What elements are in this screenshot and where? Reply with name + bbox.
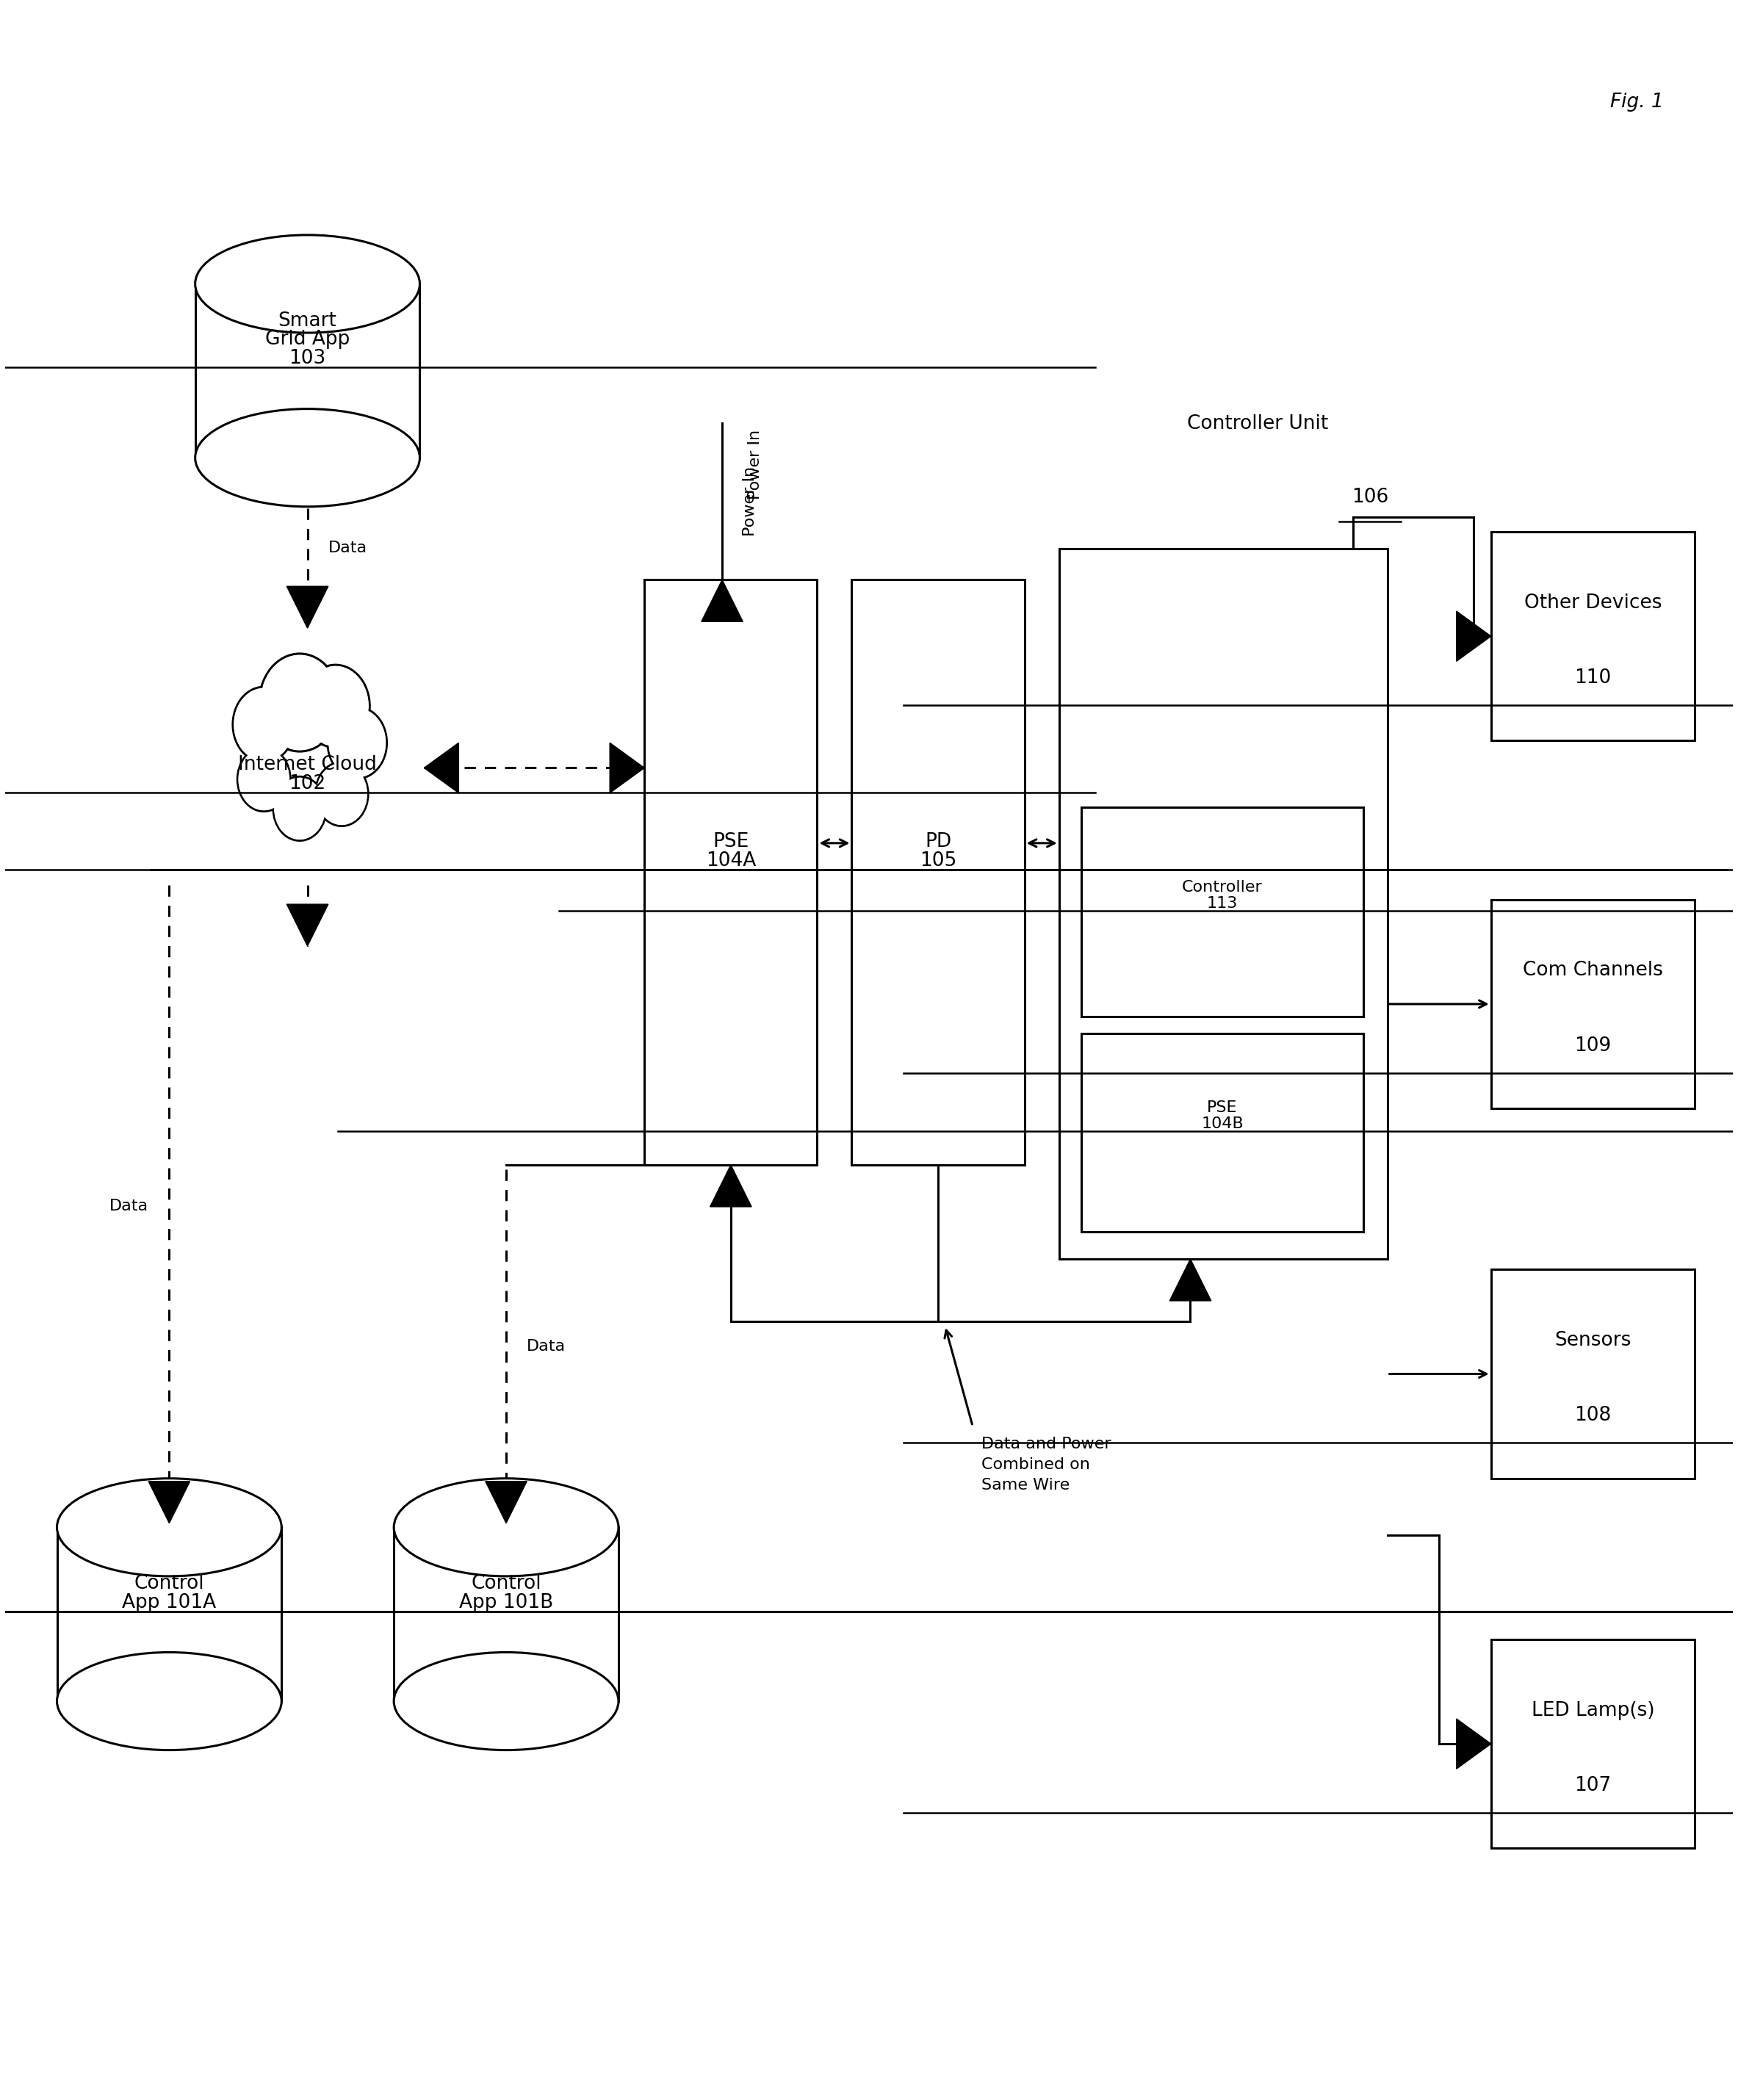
Text: Smart: Smart xyxy=(278,311,337,330)
Bar xyxy=(645,580,817,1166)
Polygon shape xyxy=(610,743,645,794)
Text: 104B: 104B xyxy=(1201,1117,1244,1132)
Text: Power In: Power In xyxy=(742,466,758,536)
Text: Power In: Power In xyxy=(747,430,763,500)
Text: Other Devices: Other Devices xyxy=(1524,592,1662,613)
Polygon shape xyxy=(287,905,328,945)
Ellipse shape xyxy=(395,1653,619,1749)
Circle shape xyxy=(315,762,368,825)
Text: App 101B: App 101B xyxy=(459,1594,553,1613)
Text: Control: Control xyxy=(471,1575,541,1594)
Text: Control: Control xyxy=(134,1575,205,1594)
Text: Controller: Controller xyxy=(1182,880,1262,895)
Circle shape xyxy=(273,777,327,840)
Polygon shape xyxy=(424,743,459,794)
Circle shape xyxy=(238,748,290,811)
Bar xyxy=(1491,1640,1695,1848)
Text: PSE: PSE xyxy=(713,832,749,853)
Text: 106: 106 xyxy=(1352,487,1389,506)
Text: Data: Data xyxy=(527,1340,567,1355)
Circle shape xyxy=(275,777,325,840)
Ellipse shape xyxy=(57,1478,282,1577)
Text: PSE: PSE xyxy=(1208,1100,1237,1115)
Circle shape xyxy=(328,708,388,779)
Text: 113: 113 xyxy=(1206,897,1237,911)
Bar xyxy=(1081,1033,1363,1233)
Text: Data: Data xyxy=(109,1199,148,1214)
Text: 110: 110 xyxy=(1575,668,1611,687)
Polygon shape xyxy=(1170,1260,1211,1300)
Text: 102: 102 xyxy=(289,775,327,794)
Text: PD: PD xyxy=(925,832,951,853)
Polygon shape xyxy=(711,1166,751,1208)
Circle shape xyxy=(233,687,295,762)
Text: 109: 109 xyxy=(1575,1035,1611,1056)
Bar xyxy=(1491,899,1695,1109)
Bar xyxy=(1491,1268,1695,1478)
Ellipse shape xyxy=(57,1653,282,1749)
Bar xyxy=(852,580,1024,1166)
Circle shape xyxy=(302,666,368,746)
Text: LED Lamp(s): LED Lamp(s) xyxy=(1531,1701,1655,1720)
Text: App 101A: App 101A xyxy=(122,1594,216,1613)
Circle shape xyxy=(301,666,370,748)
Bar xyxy=(1491,531,1695,741)
Bar xyxy=(1058,548,1387,1260)
Text: Sensors: Sensors xyxy=(1554,1331,1632,1350)
Polygon shape xyxy=(148,1480,189,1522)
Circle shape xyxy=(328,708,386,777)
Text: Fig. 1: Fig. 1 xyxy=(1611,92,1663,111)
Text: 108: 108 xyxy=(1575,1407,1611,1426)
Circle shape xyxy=(238,748,290,811)
Polygon shape xyxy=(485,1480,527,1522)
Text: Data: Data xyxy=(328,542,367,557)
Bar xyxy=(1081,808,1363,1016)
Bar xyxy=(395,1527,619,1701)
Text: 104A: 104A xyxy=(706,850,756,869)
Ellipse shape xyxy=(195,410,421,506)
Text: 103: 103 xyxy=(289,349,327,368)
Circle shape xyxy=(316,762,367,825)
Text: Grid App: Grid App xyxy=(266,330,349,349)
Ellipse shape xyxy=(195,235,421,332)
Circle shape xyxy=(259,653,341,752)
Polygon shape xyxy=(1456,611,1491,662)
Circle shape xyxy=(233,689,294,760)
Circle shape xyxy=(261,655,339,750)
Ellipse shape xyxy=(395,1478,619,1577)
Bar xyxy=(195,284,421,458)
Polygon shape xyxy=(1456,1718,1491,1768)
Text: Com Channels: Com Channels xyxy=(1522,962,1663,981)
Polygon shape xyxy=(702,580,742,622)
Bar xyxy=(57,1527,282,1701)
Text: 107: 107 xyxy=(1575,1777,1611,1796)
Text: Data and Power
Combined on
Same Wire: Data and Power Combined on Same Wire xyxy=(982,1436,1111,1493)
Polygon shape xyxy=(287,586,328,628)
Text: 105: 105 xyxy=(919,850,956,869)
Text: Controller Unit: Controller Unit xyxy=(1187,414,1328,433)
Text: Internet Cloud: Internet Cloud xyxy=(238,756,377,775)
